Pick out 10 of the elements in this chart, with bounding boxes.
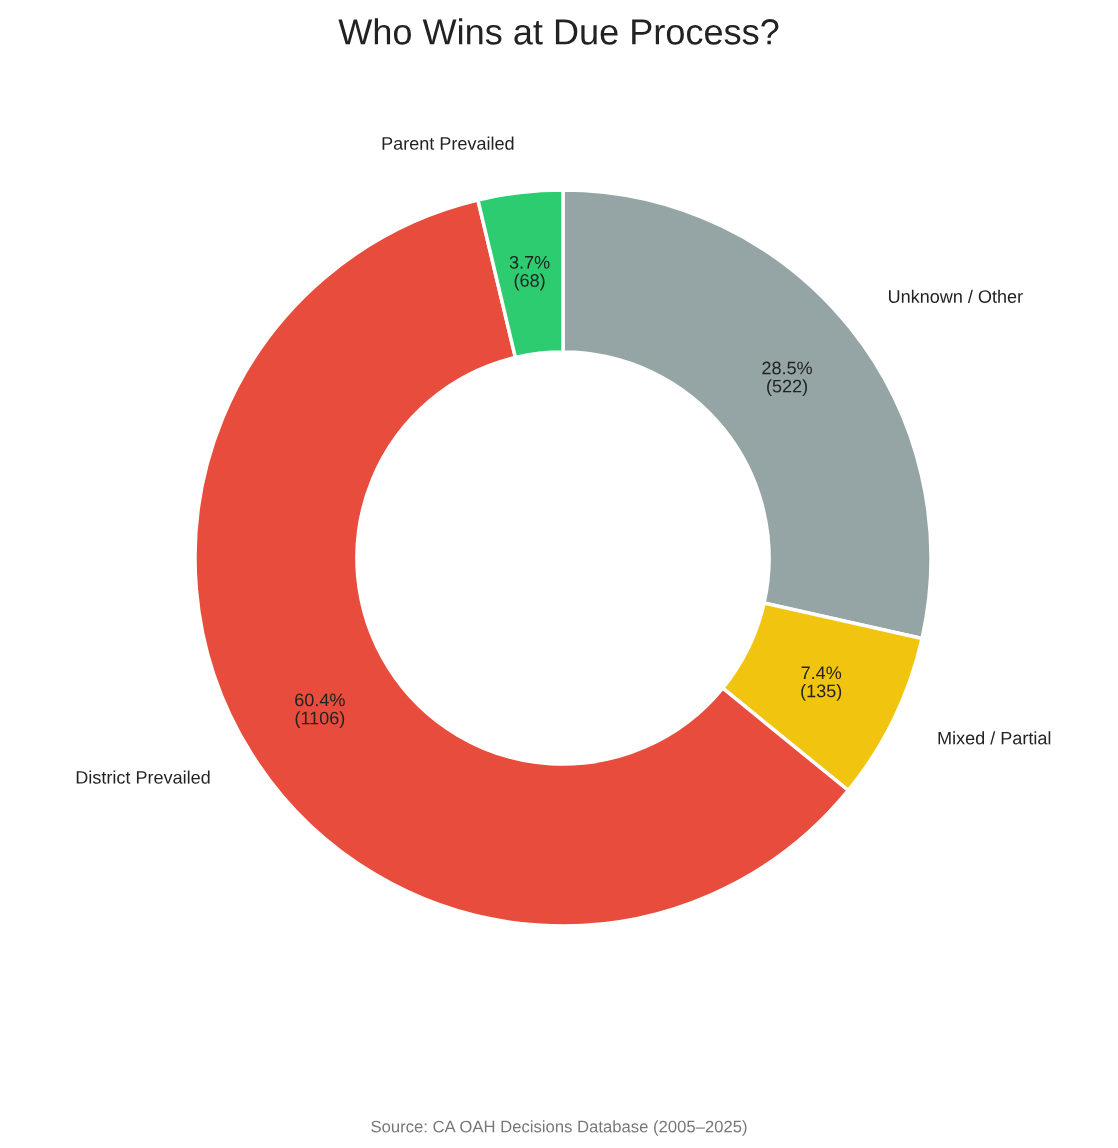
slice-label: Mixed / Partial	[938, 731, 1051, 745]
chart-title: Who Wins at Due Process?	[338, 18, 779, 45]
slice-label: District Prevailed	[76, 770, 210, 784]
source-note: Source: CA OAH Decisions Database (2005–2025)	[371, 1120, 747, 1136]
slice-label: Unknown / Other	[888, 289, 1023, 303]
data-label: 28.5% (522)	[762, 361, 813, 397]
data-label: 3.7% (68)	[509, 255, 550, 291]
data-label: 60.4% (1106)	[295, 693, 345, 728]
data-label: 7.4% (135)	[801, 666, 842, 701]
slice-label: Parent Prevailed	[382, 136, 514, 150]
